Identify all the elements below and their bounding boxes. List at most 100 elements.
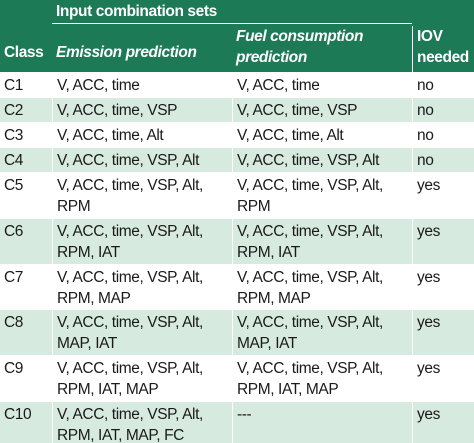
table-cell: V, ACC, time, VSP, Alt, RPM, IAT, MAP: [232, 355, 412, 401]
cell-text: V, ACC, time, VSP, Alt,: [57, 360, 203, 378]
cell-text: C10: [4, 406, 32, 423]
cell-text: Fuel consumption: [236, 28, 364, 45]
cell-text: C4: [4, 152, 24, 169]
table-cell: C8: [0, 309, 52, 356]
cell-text: V, ACC, time, VSP, Alt,: [57, 406, 203, 423]
table-cell: C9: [0, 355, 52, 401]
column-header: Emission prediction: [52, 42, 232, 72]
table-cell: yes: [412, 172, 474, 218]
cell-text: yes: [417, 268, 440, 286]
table-cell: C10: [0, 401, 52, 443]
cell-text: needed: [417, 49, 469, 66]
table-cell: V, ACC, time, VSP, Alt, MAP, IAT: [52, 309, 232, 356]
cell-text: yes: [417, 222, 440, 240]
cell-text: V, ACC, time, VSP, Alt,: [237, 177, 383, 194]
group-title: Input combination sets: [56, 3, 217, 20]
cell-text: RPM, MAP: [237, 289, 311, 307]
cell-text: V, ACC, time, VSP: [57, 102, 178, 119]
cell-text: V, ACC, time, VSP, Alt,: [57, 314, 203, 332]
cell-text: Emission prediction: [56, 44, 197, 61]
cell-text: V, ACC, time, VSP, Alt,: [237, 360, 383, 378]
cell-text: V, ACC, time, VSP, Alt: [237, 152, 379, 169]
table-cell: ---: [232, 401, 412, 443]
cell-text: C8: [4, 314, 24, 332]
table-cell: C6: [0, 217, 52, 264]
table-cell: V, ACC, time, VSP, Alt, RPM: [232, 172, 412, 218]
cell-text: C6: [4, 222, 24, 240]
cell-text: RPM: [237, 198, 271, 215]
cell-text: V, ACC, time, VSP, Alt: [57, 152, 199, 169]
cell-text: C1: [4, 77, 24, 94]
cell-text: RPM, IAT: [237, 243, 300, 261]
table-cell: yes: [412, 263, 474, 310]
table-cell: V, ACC, time, Alt: [232, 122, 412, 147]
cell-text: yes: [417, 314, 440, 332]
table-cell: V, ACC, time, VSP: [232, 97, 412, 122]
cell-text: yes: [417, 406, 440, 423]
cell-text: ---: [237, 406, 252, 423]
table-cell: yes: [412, 401, 474, 443]
cell-text: RPM, IAT, MAP: [57, 381, 159, 399]
cell-text: V, ACC, time, VSP, Alt,: [237, 222, 383, 240]
cell-text: C9: [4, 360, 24, 378]
table-cell: V, ACC, time, VSP, Alt, RPM, IAT: [52, 217, 232, 264]
cell-text: prediction: [236, 49, 307, 66]
table-cell: V, ACC, time, Alt: [52, 122, 232, 147]
group-header: Input combination sets: [52, 0, 412, 24]
cell-text: yes: [417, 360, 440, 378]
table-cell: C2: [0, 97, 52, 122]
table-cell: V, ACC, time: [232, 72, 412, 97]
table-cell: C1: [0, 72, 52, 97]
cell-text: no: [417, 127, 434, 144]
cell-text: V, ACC, time, VSP, Alt,: [57, 268, 203, 286]
column-header: IOV needed: [412, 26, 474, 72]
cell-text: RPM, MAP: [57, 289, 131, 307]
cell-text: V, ACC, time, Alt: [57, 127, 164, 144]
cell-text: RPM, IAT, MAP: [237, 381, 339, 399]
cell-text: Class: [4, 44, 44, 61]
table-cell: V, ACC, time, VSP, Alt, RPM, IAT: [232, 217, 412, 264]
cell-text: V, ACC, time: [237, 77, 320, 94]
table-cell: V, ACC, time, VSP: [52, 97, 232, 122]
table-cell: yes: [412, 355, 474, 401]
table-cell: V, ACC, time, VSP, Alt, RPM, MAP: [232, 263, 412, 310]
table-cell: V, ACC, time, VSP, Alt: [232, 147, 412, 172]
cell-text: V, ACC, time: [57, 77, 140, 94]
cell-text: MAP, IAT: [57, 335, 117, 353]
cell-text: C5: [4, 177, 24, 194]
column-header: Class: [0, 42, 52, 72]
cell-text: V, ACC, time, VSP, Alt,: [57, 177, 203, 194]
cell-text: no: [417, 152, 434, 169]
cell-text: RPM, IAT: [57, 243, 120, 261]
table-cell: yes: [412, 309, 474, 356]
cell-text: no: [417, 102, 434, 119]
table-cell: C5: [0, 172, 52, 218]
table-cell: V, ACC, time, VSP, Alt: [52, 147, 232, 172]
table-cell: V, ACC, time, VSP, Alt, RPM, IAT, MAP: [52, 355, 232, 401]
cell-text: V, ACC, time, Alt: [237, 127, 344, 144]
table-cell: V, ACC, time, VSP, Alt, RPM, IAT, MAP, FC: [52, 401, 232, 443]
table-cell: no: [412, 147, 474, 172]
table-cell: V, ACC, time, VSP, Alt, MAP, IAT: [232, 309, 412, 356]
cell-text: C2: [4, 102, 24, 119]
cell-text: V, ACC, time, VSP: [237, 102, 358, 119]
table-cell: C4: [0, 147, 52, 172]
table-cell: no: [412, 72, 474, 97]
table-cell: C7: [0, 263, 52, 310]
table-cell: no: [412, 122, 474, 147]
cell-text: V, ACC, time, VSP, Alt,: [237, 314, 383, 332]
cell-text: C3: [4, 127, 24, 144]
table-cell: V, ACC, time: [52, 72, 232, 97]
cell-text: no: [417, 77, 434, 94]
cell-text: V, ACC, time, VSP, Alt,: [237, 268, 383, 286]
cell-text: RPM: [57, 198, 91, 215]
table-cell: no: [412, 97, 474, 122]
cell-text: RPM, IAT, MAP, FC: [57, 427, 184, 443]
table-cell: yes: [412, 217, 474, 264]
cell-text: V, ACC, time, VSP, Alt,: [57, 222, 203, 240]
table-cell: V, ACC, time, VSP, Alt, RPM, MAP: [52, 263, 232, 310]
cell-text: MAP, IAT: [237, 335, 297, 353]
cell-text: IOV: [417, 28, 443, 45]
cell-text: C7: [4, 268, 24, 286]
